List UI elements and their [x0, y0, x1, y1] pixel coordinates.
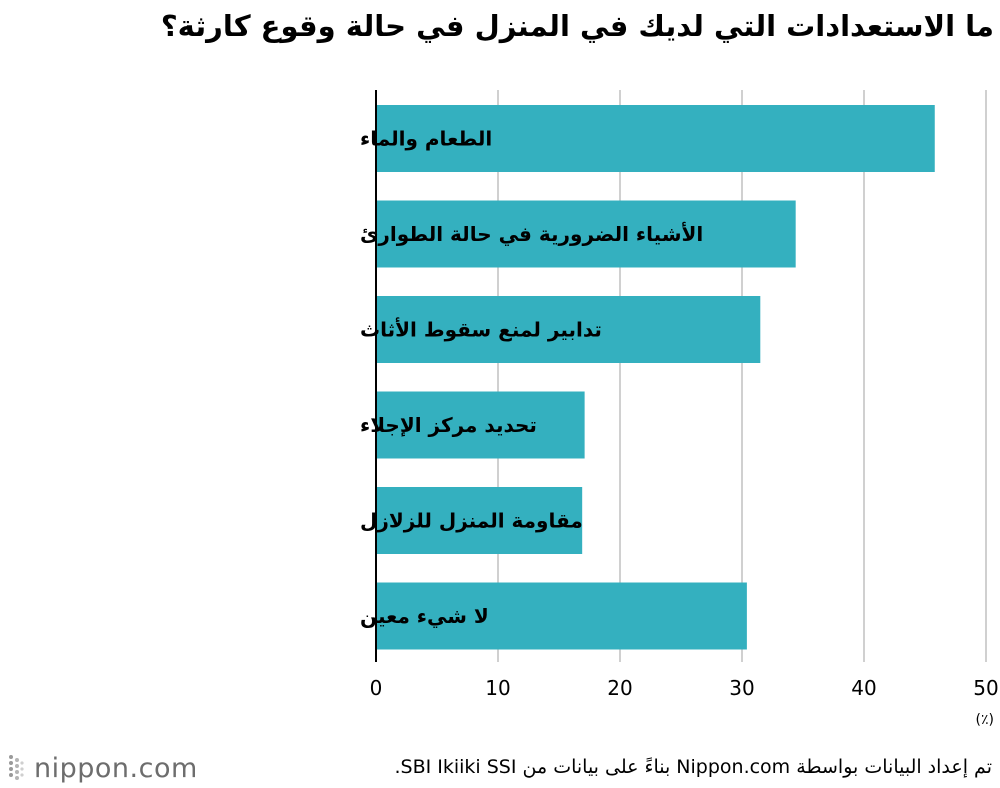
x-tick-label: 20 [607, 676, 632, 700]
unit-label: (٪) [976, 712, 994, 728]
category-label: لا شيء معين [360, 604, 489, 629]
bar [376, 200, 796, 268]
bar [376, 487, 583, 554]
nippon-logo: nippon.com [8, 750, 198, 786]
category-label: تحديد مركز الإجلاء [360, 413, 537, 437]
chart-title: ما الاستعدادات التي لديك في المنزل في حا… [160, 9, 994, 43]
bar-chart: الطعام والماء الأشياء الضرورية في حالة ال… [360, 90, 999, 728]
category-label: مقاومة المنزل للزلازل [360, 509, 583, 533]
footer: nippon.com تم إعداد البيانات بواسطة Nipp… [0, 748, 1000, 788]
grid-lines [497, 90, 987, 662]
logo-dots-icon [9, 755, 24, 780]
x-tick-label: 30 [729, 676, 754, 700]
x-tick-label: 0 [370, 676, 383, 700]
bar [376, 391, 585, 459]
logo-text: nippon.com [34, 752, 198, 784]
category-label: الأشياء الضرورية في حالة الطوارئ [360, 221, 703, 247]
bar [376, 105, 935, 172]
x-tick-label: 10 [485, 676, 510, 700]
category-labels: الطعام والماء الأشياء الضرورية في حالة ال… [360, 127, 703, 630]
x-tick-labels: 0 10 20 30 40 50 [370, 676, 999, 700]
category-label: الطعام والماء [360, 127, 492, 151]
bar [376, 582, 747, 650]
bars [376, 105, 935, 650]
bar [376, 296, 761, 363]
source-note: تم إعداد البيانات بواسطة Nippon.com بناء… [394, 756, 992, 778]
x-tick-label: 50 [973, 676, 998, 700]
category-label: تدابير لمنع سقوط الأثاث [360, 317, 602, 342]
x-tick-label: 40 [851, 676, 876, 700]
